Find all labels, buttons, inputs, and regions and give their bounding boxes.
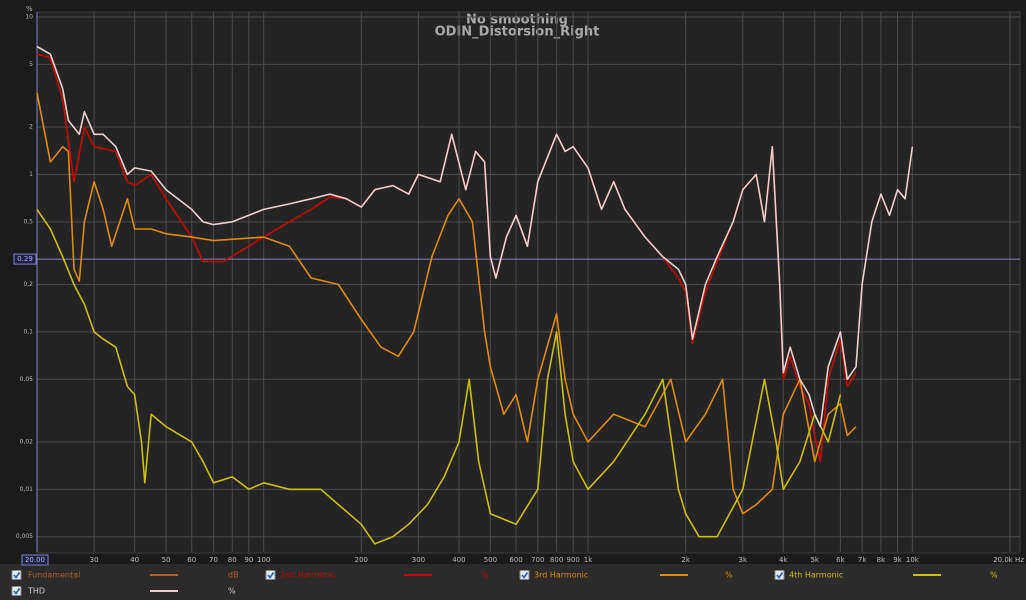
y-tick-label: 10	[25, 14, 33, 21]
x-tick-label: 3k	[739, 556, 748, 564]
y-tick-label: 0,2	[23, 281, 33, 288]
x-tick-label: 10k	[906, 556, 920, 564]
series-line	[36, 92, 857, 515]
x-tick-label: 5k	[810, 556, 819, 564]
cursor-label-box	[21, 554, 49, 566]
x-tick-label: 8k	[877, 556, 886, 564]
plot-area	[36, 11, 1021, 554]
x-tick-label: 90	[244, 556, 253, 564]
x-tick-label: 60	[187, 556, 196, 564]
y-tick-label: 2	[29, 124, 33, 131]
x-tick-label: 900	[567, 556, 580, 564]
legend-bar	[0, 564, 1026, 600]
x-tick-label: 700	[531, 556, 544, 564]
series-line	[36, 45, 914, 428]
legend-unit: dB	[228, 571, 239, 580]
x-tick-label: 100	[257, 556, 270, 564]
x-tick-label: 70	[209, 556, 218, 564]
x-tick-label: 2k	[681, 556, 690, 564]
legend-name: 3rd Harmonic	[534, 571, 588, 580]
cursor-label-box	[13, 253, 37, 265]
x-tick-label: 400	[452, 556, 465, 564]
x-tick-label: 1k	[584, 556, 593, 564]
y-tick-label: 0,02	[20, 438, 34, 445]
y-tick-label: 5	[29, 61, 33, 68]
x-tick-label: 40	[130, 556, 139, 564]
legend-name: 4th Harmonic	[789, 571, 843, 580]
x-tick-label: 4k	[779, 556, 788, 564]
x-tick-label: 9k	[893, 556, 902, 564]
legend-name: Fundamental	[28, 571, 80, 580]
legend-name: 2nd Harmonic	[280, 571, 336, 580]
series-line	[36, 208, 842, 545]
x-tick-label: 20.0k Hz	[993, 556, 1024, 564]
chart-title: No smoothing	[466, 13, 568, 28]
y-tick-label: 0,05	[20, 376, 34, 383]
cursor-y-label: 0.29	[17, 255, 33, 263]
legend-unit: %	[228, 587, 236, 596]
legend-unit: %	[481, 571, 489, 580]
chart-subtitle: ODIN_Distorsion_Right	[435, 25, 600, 40]
legend-check[interactable]	[13, 572, 21, 579]
x-tick-label: 200	[355, 556, 368, 564]
legend-name: THD	[27, 587, 45, 596]
cursor-x-label: 20.00	[25, 556, 45, 564]
x-tick-label: 500	[484, 556, 497, 564]
x-tick-label: 30	[90, 556, 99, 564]
legend-check[interactable]	[521, 572, 529, 579]
y-tick-label: 1	[29, 171, 33, 178]
y-tick-label: 0,01	[20, 486, 34, 493]
x-tick-label: 80	[228, 556, 237, 564]
legend-unit: %	[725, 571, 733, 580]
legend-check[interactable]	[13, 588, 21, 595]
y-tick-label: 0,005	[16, 533, 33, 540]
x-tick-label: 7k	[858, 556, 867, 564]
legend-unit: %	[990, 571, 998, 580]
x-tick-label: 800	[550, 556, 563, 564]
legend-check[interactable]	[267, 572, 275, 579]
legend-check[interactable]	[776, 572, 784, 579]
y-unit: %	[26, 5, 33, 13]
y-tick-label: 0,1	[23, 328, 33, 335]
y-tick-label: 0,5	[23, 218, 33, 225]
x-tick-label: 6k	[836, 556, 845, 564]
x-tick-label: 300	[412, 556, 425, 564]
x-tick-label: 600	[509, 556, 522, 564]
x-tick-label: 50	[162, 556, 171, 564]
